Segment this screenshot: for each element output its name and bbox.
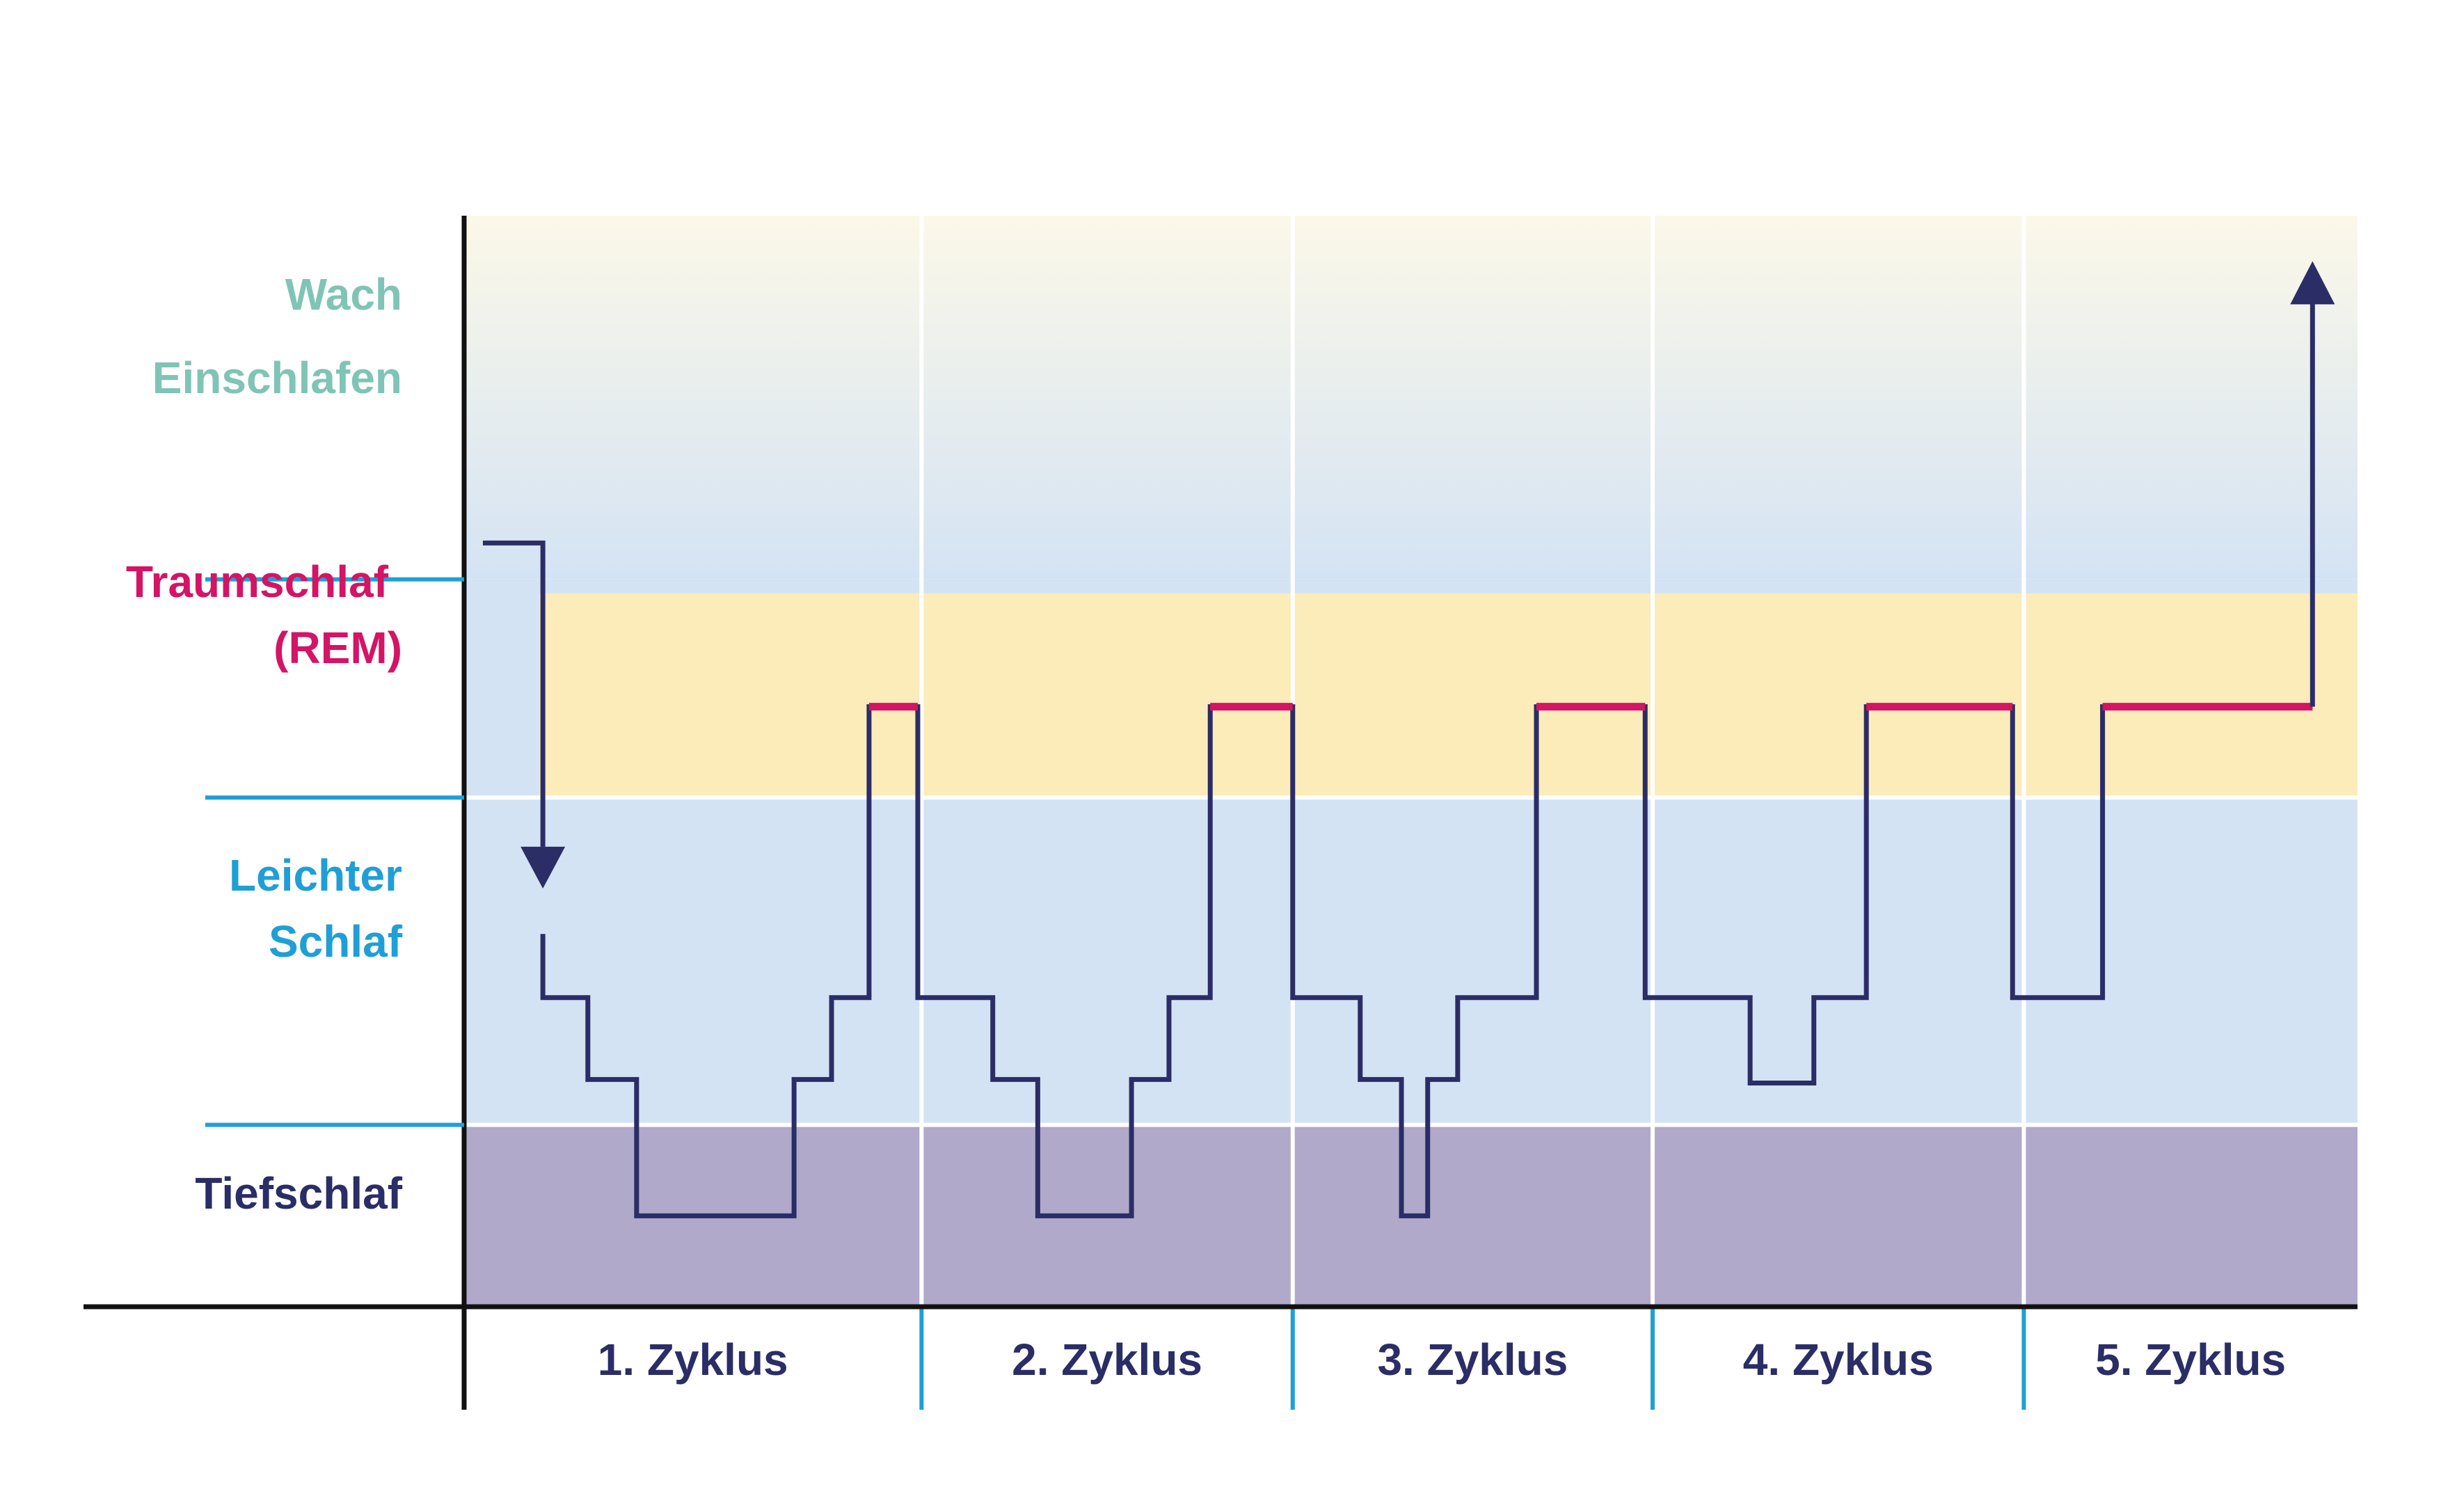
stage-label-rem: (REM) (273, 623, 402, 673)
stage-label-tiefschlaf: Tiefschlaf (195, 1168, 402, 1218)
sleep-onset-arrow-line (482, 540, 546, 847)
cycle-label-1: 1. Zyklus (598, 1335, 788, 1385)
stage-label-traumschlaf: Traumschlaf (126, 557, 389, 607)
arrows (482, 261, 2335, 889)
stage-labels: Wach Einschlafen Traumschlaf (REM) Leich… (126, 269, 403, 1218)
cycle-label-4: 4. Zyklus (1743, 1335, 1934, 1385)
cycle-label-3: 3. Zyklus (1377, 1335, 1568, 1385)
sleep-onset-arrow-head (520, 846, 566, 889)
hypnogram (540, 703, 2313, 1218)
cycle-label-5: 5. Zyklus (2095, 1335, 2286, 1385)
cycle-dividers (919, 216, 2026, 1410)
cycle-labels: 1. Zyklus 2. Zyklus 3. Zyklus 4. Zyklus … (598, 1335, 2286, 1385)
axes (84, 216, 2357, 1410)
stage-label-wach: Wach (285, 269, 402, 319)
stage-bands (464, 216, 2357, 1307)
wake-arrow-head (2290, 261, 2335, 305)
cycle-label-2: 2. Zyklus (1012, 1335, 1202, 1385)
stage-ticks (205, 577, 464, 1127)
band-leichter-schlaf (464, 797, 2357, 1125)
stage-label-schlaf: Schlaf (269, 916, 403, 966)
stage-label-leichter: Leichter (229, 850, 402, 900)
band-rem (539, 593, 2357, 798)
stage-label-einschlafen: Einschlafen (152, 353, 402, 403)
band-wach (464, 216, 2357, 580)
